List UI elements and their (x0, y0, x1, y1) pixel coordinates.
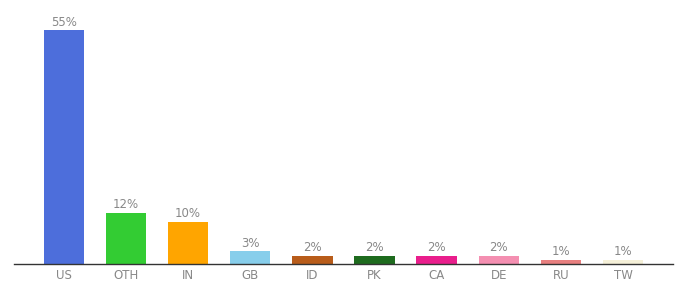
Bar (354, 256, 394, 264)
Text: 2%: 2% (427, 241, 446, 254)
Bar (44, 30, 84, 264)
Text: 2%: 2% (303, 241, 322, 254)
Text: 1%: 1% (614, 245, 632, 258)
Text: 10%: 10% (175, 207, 201, 220)
Text: 55%: 55% (51, 16, 77, 28)
Text: 1%: 1% (551, 245, 571, 258)
Text: 2%: 2% (490, 241, 508, 254)
Bar (292, 256, 333, 264)
Bar (416, 256, 457, 264)
Bar (603, 260, 643, 264)
Text: 2%: 2% (365, 241, 384, 254)
Bar (479, 256, 519, 264)
Bar (105, 213, 146, 264)
Bar (230, 251, 271, 264)
Bar (541, 260, 581, 264)
Text: 3%: 3% (241, 236, 260, 250)
Text: 12%: 12% (113, 198, 139, 211)
Bar (168, 221, 208, 264)
